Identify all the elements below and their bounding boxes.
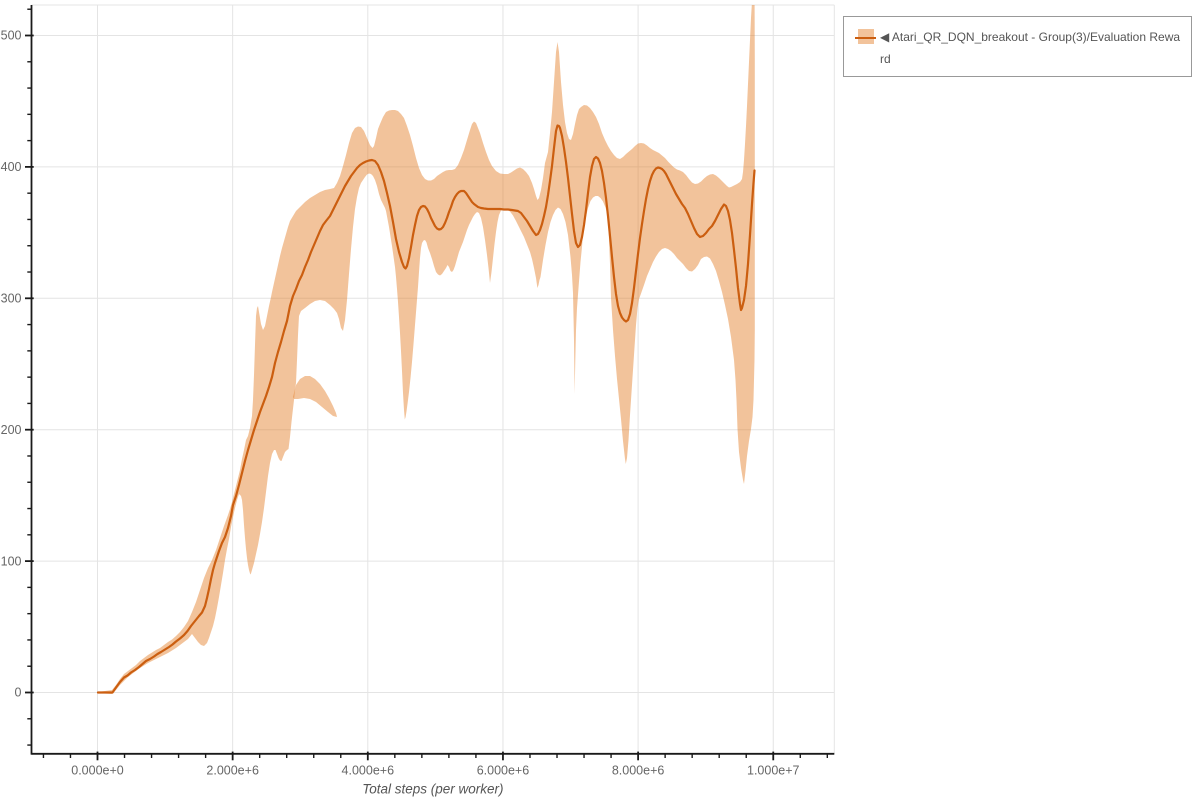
svg-text:0.000e+0: 0.000e+0 (71, 764, 124, 778)
svg-text:400: 400 (1, 160, 22, 174)
svg-text:0: 0 (15, 686, 22, 700)
svg-text:300: 300 (1, 292, 22, 306)
svg-text:8.000e+6: 8.000e+6 (612, 764, 665, 778)
svg-text:2.000e+6: 2.000e+6 (206, 764, 259, 778)
svg-text:6.000e+6: 6.000e+6 (477, 764, 530, 778)
svg-text:4.000e+6: 4.000e+6 (342, 764, 395, 778)
svg-text:100: 100 (1, 554, 22, 568)
svg-text:Total steps (per worker): Total steps (per worker) (362, 782, 503, 797)
svg-text:1.000e+7: 1.000e+7 (747, 764, 800, 778)
svg-text:500: 500 (1, 29, 22, 43)
svg-text:200: 200 (1, 423, 22, 437)
